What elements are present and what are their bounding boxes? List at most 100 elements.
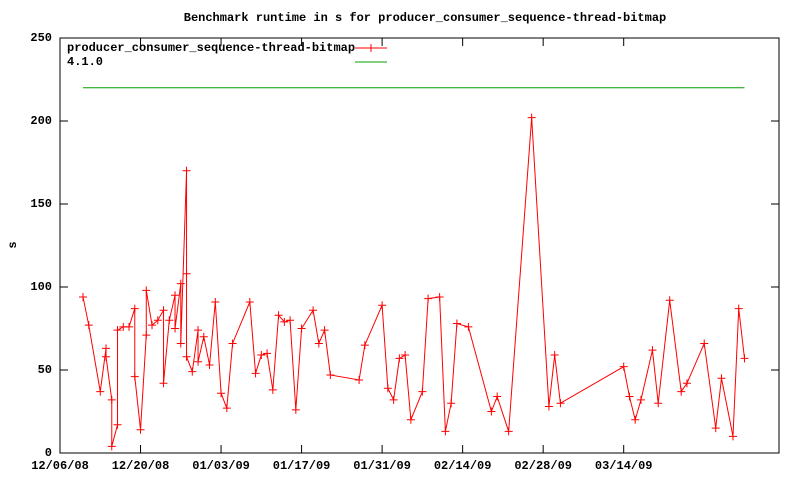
point-marker <box>263 349 272 358</box>
point-marker <box>435 292 444 301</box>
point-marker <box>355 375 364 384</box>
point-marker <box>176 339 185 348</box>
point-marker <box>84 321 93 330</box>
point-marker <box>395 354 404 363</box>
point-marker <box>424 294 433 303</box>
point-marker <box>418 387 427 396</box>
x-tick-label: 02/28/09 <box>514 459 572 473</box>
point-marker <box>383 384 392 393</box>
point-marker <box>125 322 134 331</box>
point-marker <box>102 344 111 353</box>
point-marker <box>493 392 502 401</box>
plot-frame <box>59 37 780 454</box>
point-marker <box>107 395 116 404</box>
point-marker <box>251 369 260 378</box>
point-marker <box>79 292 88 301</box>
point-marker <box>194 357 203 366</box>
point-marker <box>734 304 743 313</box>
y-tick-label: 150 <box>30 197 52 211</box>
point-marker <box>320 326 329 335</box>
point-marker <box>700 339 709 348</box>
x-tick-label: 12/20/08 <box>112 459 170 473</box>
point-marker <box>113 326 122 335</box>
point-marker <box>717 374 726 383</box>
point-marker <box>182 166 191 175</box>
x-tick-label: 01/03/09 <box>192 459 250 473</box>
point-marker <box>205 361 214 370</box>
point-marker <box>504 427 513 436</box>
point-marker <box>648 346 657 355</box>
point-marker <box>274 311 283 320</box>
point-marker <box>378 301 387 310</box>
point-marker <box>222 404 231 413</box>
point-marker <box>102 352 111 361</box>
x-tick-label: 02/14/09 <box>434 459 492 473</box>
point-marker <box>452 319 461 328</box>
point-marker <box>194 326 203 335</box>
y-axis-label: s <box>6 241 20 248</box>
point-marker <box>188 367 197 376</box>
point-marker <box>544 402 553 411</box>
x-tick-label: 12/06/08 <box>31 459 89 473</box>
point-marker <box>711 424 720 433</box>
point-marker <box>113 420 122 429</box>
point-marker <box>291 405 300 414</box>
point-marker <box>171 291 180 300</box>
point-marker <box>130 372 139 381</box>
x-tick-label: 03/14/09 <box>595 459 653 473</box>
point-marker <box>619 362 628 371</box>
series-line <box>82 117 745 447</box>
point-marker <box>159 379 168 388</box>
point-marker <box>165 316 174 325</box>
point-marker <box>527 113 536 122</box>
point-marker <box>401 351 410 360</box>
point-marker <box>171 324 180 333</box>
point-marker <box>96 387 105 396</box>
point-marker <box>217 389 226 398</box>
point-marker <box>280 317 289 326</box>
legend-marker <box>367 44 375 52</box>
point-marker <box>148 321 157 330</box>
point-marker <box>740 354 749 363</box>
point-marker <box>406 415 415 424</box>
point-marker <box>107 442 116 451</box>
point-marker <box>268 385 277 394</box>
point-marker <box>142 331 151 340</box>
y-tick-label: 0 <box>45 446 52 460</box>
x-tick-label: 01/31/09 <box>353 459 411 473</box>
point-marker <box>228 339 237 348</box>
point-marker <box>682 379 691 388</box>
x-tick-label: 01/17/09 <box>273 459 331 473</box>
point-marker <box>441 427 450 436</box>
point-marker <box>654 399 663 408</box>
point-marker <box>130 304 139 313</box>
point-marker <box>625 392 634 401</box>
y-tick-label: 250 <box>30 31 52 45</box>
point-marker <box>447 399 456 408</box>
point-marker <box>136 425 145 434</box>
point-marker <box>389 395 398 404</box>
y-tick-label: 200 <box>30 114 52 128</box>
point-marker <box>326 370 335 379</box>
point-marker <box>245 297 254 306</box>
y-tick-label: 100 <box>30 280 52 294</box>
point-marker <box>142 286 151 295</box>
point-marker <box>665 296 674 305</box>
point-marker <box>286 316 295 325</box>
point-marker <box>677 387 686 396</box>
point-marker <box>314 339 323 348</box>
point-marker <box>550 351 559 360</box>
point-marker <box>153 316 162 325</box>
point-marker <box>631 415 640 424</box>
point-marker <box>176 279 185 288</box>
point-marker <box>360 341 369 350</box>
point-marker <box>636 395 645 404</box>
legend-label: producer_consumer_sequence-thread-bitmap <box>67 41 355 55</box>
point-marker <box>297 324 306 333</box>
point-marker <box>211 297 220 306</box>
point-marker <box>159 306 168 315</box>
y-tick-label: 50 <box>38 363 52 377</box>
legend-label: 4.1.0 <box>67 55 103 69</box>
point-marker <box>182 269 191 278</box>
